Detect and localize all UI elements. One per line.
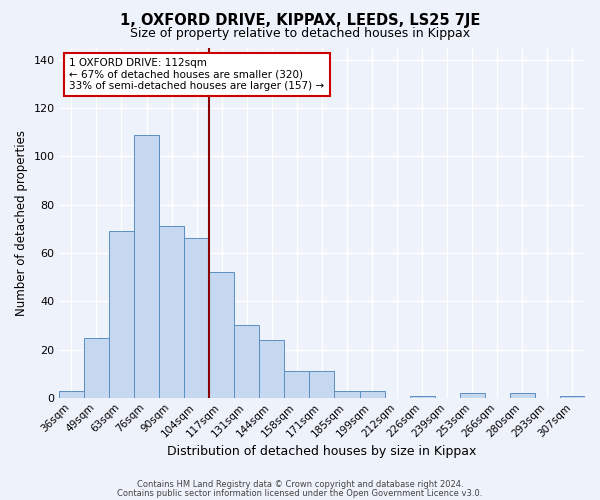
- Bar: [510, 393, 535, 398]
- Bar: [234, 326, 259, 398]
- Bar: [460, 393, 485, 398]
- Bar: [359, 390, 385, 398]
- Text: Size of property relative to detached houses in Kippax: Size of property relative to detached ho…: [130, 28, 470, 40]
- Bar: [184, 238, 209, 398]
- Bar: [560, 396, 585, 398]
- Bar: [259, 340, 284, 398]
- Bar: [84, 338, 109, 398]
- Bar: [209, 272, 234, 398]
- Bar: [334, 390, 359, 398]
- Text: 1 OXFORD DRIVE: 112sqm
← 67% of detached houses are smaller (320)
33% of semi-de: 1 OXFORD DRIVE: 112sqm ← 67% of detached…: [70, 58, 325, 91]
- Bar: [159, 226, 184, 398]
- Bar: [284, 372, 310, 398]
- Bar: [109, 231, 134, 398]
- X-axis label: Distribution of detached houses by size in Kippax: Distribution of detached houses by size …: [167, 444, 476, 458]
- Text: 1, OXFORD DRIVE, KIPPAX, LEEDS, LS25 7JE: 1, OXFORD DRIVE, KIPPAX, LEEDS, LS25 7JE: [120, 12, 480, 28]
- Bar: [310, 372, 334, 398]
- Bar: [134, 134, 159, 398]
- Text: Contains public sector information licensed under the Open Government Licence v3: Contains public sector information licen…: [118, 488, 482, 498]
- Bar: [59, 390, 84, 398]
- Text: Contains HM Land Registry data © Crown copyright and database right 2024.: Contains HM Land Registry data © Crown c…: [137, 480, 463, 489]
- Y-axis label: Number of detached properties: Number of detached properties: [15, 130, 28, 316]
- Bar: [410, 396, 434, 398]
